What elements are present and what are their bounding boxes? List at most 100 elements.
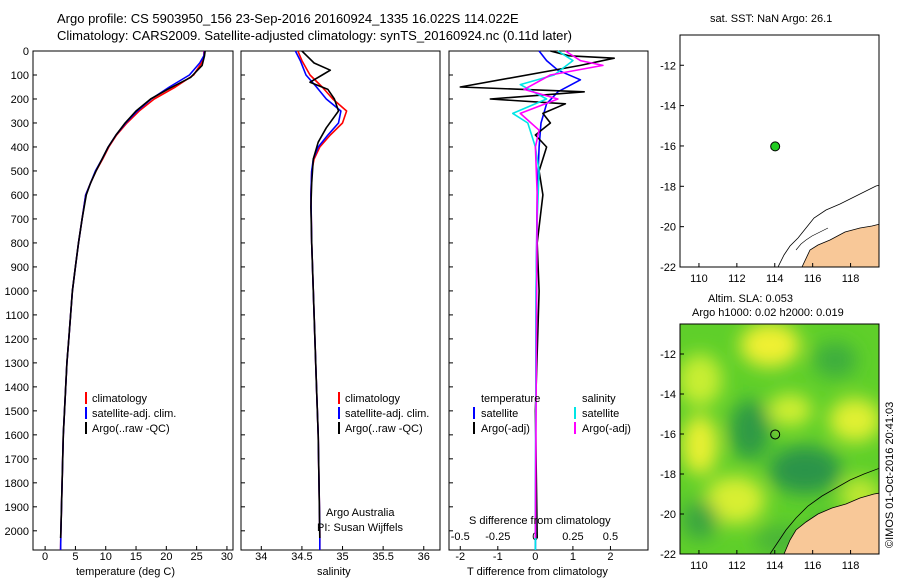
- x-tick-label: 0: [532, 551, 538, 563]
- map-x-tick-label: 114: [766, 273, 784, 285]
- x-tick-label-top: 0.5: [603, 531, 618, 543]
- salinity-xlabel: salinity: [317, 566, 351, 578]
- title-line-1: Argo profile: CS 5903950_156 23-Sep-2016…: [57, 11, 519, 26]
- sla-land-mass: [783, 492, 879, 554]
- map-x-tick-label: 112: [728, 560, 746, 572]
- series-line-climatology: [297, 50, 348, 550]
- depth-tick-label: 100: [11, 70, 29, 82]
- legend-label-temp-argo: Argo(-adj): [481, 423, 530, 435]
- annotation-line-1: Argo Australia: [326, 507, 395, 519]
- map-y-tick-label: -22: [660, 262, 676, 274]
- depth-tick-label: 400: [11, 142, 29, 154]
- legend-title-temperature: temperature: [481, 393, 540, 405]
- map-y-tick-label: -22: [660, 549, 676, 561]
- depth-tick-label: 900: [11, 262, 29, 274]
- x-tick-label: 2: [607, 551, 613, 563]
- temperature-axes-frame: [32, 50, 234, 551]
- salinity-y-ticks: [241, 50, 245, 532]
- sst-map-land: [777, 184, 879, 267]
- sla-map-subtitle: Argo h1000: 0.02 h2000: 0.019: [692, 307, 844, 319]
- sla-map-axes: 110 112 114 116 118 -12 -14 -16 -18 -20 -22: [660, 349, 859, 572]
- sst-land-mass: [801, 223, 879, 267]
- depth-tick-label: 2000: [5, 526, 29, 538]
- map-y-tick-label: -18: [660, 181, 676, 193]
- map-x-tick-label: 118: [842, 273, 860, 285]
- argo-float-marker: [770, 141, 781, 152]
- x-tick-label: -2: [455, 551, 465, 563]
- x-tick-label: -1: [493, 551, 503, 563]
- salinity-panel: 34 34.5 35 35.5 36 salinity climatology sate…: [240, 50, 441, 578]
- map-x-tick-label: 116: [804, 273, 822, 285]
- map-x-tick-label: 116: [804, 560, 822, 572]
- depth-tick-label: 1100: [5, 310, 29, 322]
- depth-axis: 0 100 200 300 400 500 600 700 800 900 1000 1100 1200…: [5, 46, 37, 538]
- x-tick-label: 35.5: [372, 551, 393, 563]
- depth-tick-label: 1300: [5, 358, 29, 370]
- depth-tick-label: 1400: [5, 382, 29, 394]
- sla-map-frame: [679, 323, 880, 555]
- map-x-tick-label: 112: [728, 273, 746, 285]
- map-x-tick-label: 114: [766, 560, 784, 572]
- argo-float-marker-sla: [770, 429, 781, 440]
- sla-map-title: Altim. SLA: 0.053: [708, 293, 793, 305]
- legend-label-climatology: climatology: [345, 393, 401, 405]
- depth-tick-label: 1500: [5, 406, 29, 418]
- x-tick-label: 25: [191, 551, 203, 563]
- map-y-tick-label: -20: [660, 509, 676, 521]
- x-tick-label-top: 0.25: [562, 531, 583, 543]
- salinity-x-axis: 34 34.5 35 35.5 36: [255, 546, 430, 563]
- x-tick-label: 20: [160, 551, 172, 563]
- series-line-salinity-argo-adj-: [519, 50, 604, 539]
- legend-label-satellite: satellite-adj. clim.: [345, 408, 429, 420]
- temperature-panel: 0100200300400500600700800900100011001200…: [5, 46, 234, 578]
- legend-label-argo: Argo(..raw -QC): [345, 423, 423, 435]
- sst-map-frame: [679, 34, 880, 268]
- annotation-line-2: PI: Susan Wijffels: [317, 522, 403, 534]
- depth-tick-label: 1900: [5, 502, 29, 514]
- depth-tick-label: 1000: [5, 286, 29, 298]
- x-tick-label: 36: [418, 551, 430, 563]
- legend-label-climatology: climatology: [92, 393, 148, 405]
- series-line-argo-raw-qc-: [59, 50, 206, 539]
- difference-lines: [459, 50, 616, 551]
- series-line-satellite-adj-clim-: [59, 50, 206, 551]
- depth-tick-label: 200: [11, 94, 29, 106]
- map-y-tick-label: -14: [660, 101, 676, 113]
- sla-shelf-contour: [769, 467, 879, 554]
- depth-tick-label: 1600: [5, 430, 29, 442]
- map-y-tick-label: -12: [660, 349, 676, 361]
- legend-label-satellite: satellite-adj. clim.: [92, 408, 176, 420]
- x-tick-label: 5: [72, 551, 78, 563]
- sst-map-axes: 110 112 114 116 118 -12 -14 -16 -18 -20 -22: [660, 60, 859, 285]
- x-tick-label: 15: [130, 551, 142, 563]
- depth-tick-label: 600: [11, 190, 29, 202]
- depth-tick-label: 500: [11, 166, 29, 178]
- difference-y-ticks: [449, 50, 453, 532]
- map-x-tick-label: 110: [690, 560, 708, 572]
- depth-tick-label: 1700: [5, 454, 29, 466]
- x-tick-label: 34: [255, 551, 267, 563]
- credit-text: ©IMOS 01-Oct-2016 20:41:03: [884, 401, 896, 548]
- temperature-x-axis: 0 5 10 15 20 25 30: [42, 546, 233, 563]
- depth-tick-label: 1800: [5, 478, 29, 490]
- difference-legend: temperature satellite Argo(-adj) salinit…: [473, 393, 631, 435]
- title-line-2: Climatology: CARS2009. Satellite-adjuste…: [57, 28, 572, 43]
- map-y-tick-label: -16: [660, 429, 676, 441]
- series-line-salinity-satellite: [511, 50, 574, 551]
- depth-tick-label: 1200: [5, 334, 29, 346]
- map-y-tick-label: -16: [660, 141, 676, 153]
- x-tick-label: 35: [336, 551, 348, 563]
- legend-label-argo: Argo(..raw -QC): [92, 423, 170, 435]
- legend-label-temp-satellite: satellite: [481, 408, 518, 420]
- depth-tick-label: 300: [11, 118, 29, 130]
- x-tick-label-top: -0.25: [485, 531, 510, 543]
- sst-shelf-contour: [777, 184, 879, 267]
- series-line-temperature-satellite: [534, 50, 582, 551]
- salinity-legend: climatology satellite-adj. clim. Argo(..…: [338, 392, 429, 435]
- salinity-axes-frame: [240, 50, 441, 551]
- temperature-xlabel: temperature (deg C): [76, 566, 175, 578]
- difference-xlabel: T difference from climatology: [467, 566, 608, 578]
- sst-coastline-detail: [795, 227, 829, 251]
- x-tick-label: 34.5: [291, 551, 312, 563]
